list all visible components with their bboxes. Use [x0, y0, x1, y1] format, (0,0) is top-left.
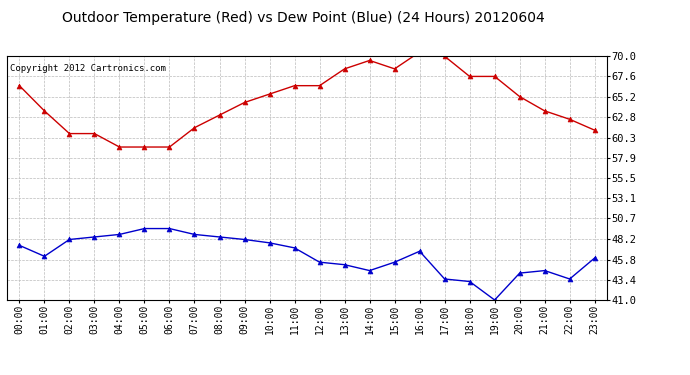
Text: Copyright 2012 Cartronics.com: Copyright 2012 Cartronics.com	[10, 63, 166, 72]
Text: Outdoor Temperature (Red) vs Dew Point (Blue) (24 Hours) 20120604: Outdoor Temperature (Red) vs Dew Point (…	[62, 11, 545, 25]
